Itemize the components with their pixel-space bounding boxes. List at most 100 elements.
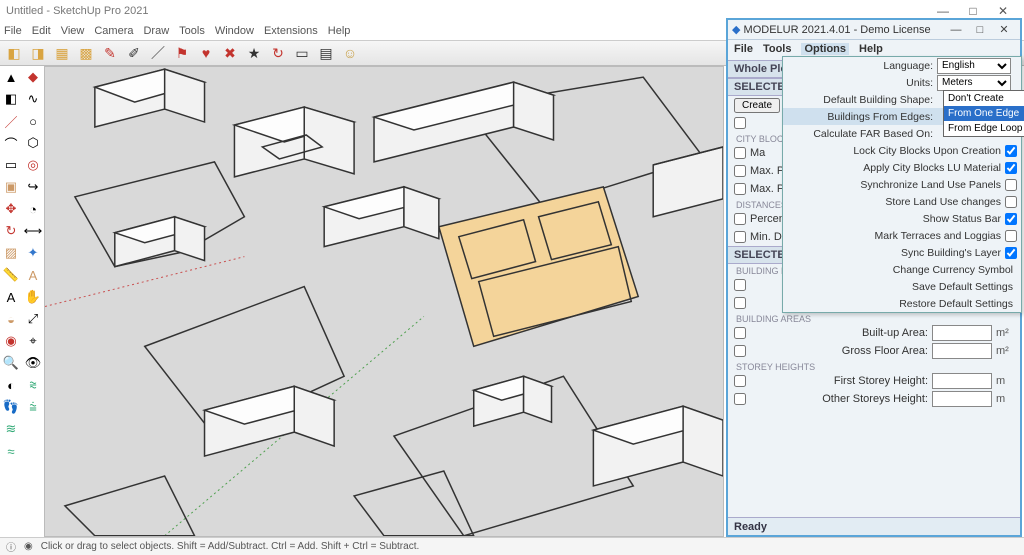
move-tool-icon[interactable]: ✥ <box>1 199 21 219</box>
bfe-opt-dont[interactable]: Don't Create <box>944 91 1024 106</box>
menu-draw[interactable]: Draw <box>143 25 169 37</box>
tool-book-icon[interactable]: ▭ <box>292 43 312 63</box>
builtup-check[interactable] <box>734 327 746 339</box>
tool-pencil-icon[interactable]: ✎ <box>100 43 120 63</box>
offset-tool-icon[interactable]: ◎ <box>23 155 43 175</box>
opt-storelu-check[interactable] <box>1005 196 1017 208</box>
menu-file[interactable]: File <box>4 25 22 37</box>
modelur-menu-tools[interactable]: Tools <box>763 43 792 55</box>
look-tool-icon[interactable]: 👁 <box>23 353 43 373</box>
3dtext-tool-icon[interactable]: A <box>23 265 43 285</box>
text-tool-icon[interactable]: A <box>1 287 21 307</box>
orbit-tool-icon[interactable]: ◉ <box>1 331 21 351</box>
modelur-menu-file[interactable]: File <box>734 43 753 55</box>
opt-synclayer-check[interactable] <box>1005 247 1017 259</box>
followme-tool-icon[interactable]: ↪ <box>23 177 43 197</box>
opt-units-select[interactable]: Meters <box>937 75 1011 91</box>
line-tool-icon[interactable]: ／ <box>1 111 21 131</box>
menu-window[interactable]: Window <box>215 25 254 37</box>
opt-terraces-check[interactable] <box>1005 230 1017 242</box>
zoomext-tool-icon[interactable]: ⤢ <box>23 309 43 329</box>
select-tool-icon[interactable]: ▲ <box>1 67 21 87</box>
min-d-check[interactable] <box>734 231 746 243</box>
other-storey-check[interactable] <box>734 393 746 405</box>
gfa-check[interactable] <box>734 345 746 357</box>
tool-flag-icon[interactable]: ⚑ <box>172 43 192 63</box>
tool-cube3-icon[interactable]: ▦ <box>52 43 72 63</box>
opt-save-action[interactable]: Save Default Settings <box>787 281 1017 293</box>
walk-tool-icon[interactable]: 👣 <box>1 397 21 417</box>
sandbox-tool-icon[interactable]: ≋ <box>1 419 21 439</box>
rect-tool-icon[interactable]: ▭ <box>1 155 21 175</box>
circle-tool-icon[interactable]: ○ <box>23 111 43 131</box>
maximize-button[interactable]: □ <box>958 4 988 18</box>
rotate-tool-icon[interactable]: ↻ <box>1 221 21 241</box>
position-tool-icon[interactable]: ⌖ <box>23 331 43 351</box>
create-button[interactable]: Create <box>734 98 780 113</box>
menu-camera[interactable]: Camera <box>94 25 133 37</box>
viewport-3d[interactable] <box>44 66 724 537</box>
other-storey-input[interactable] <box>932 391 992 407</box>
tool-brush-icon[interactable]: ✐ <box>124 43 144 63</box>
percen-check[interactable] <box>734 213 746 225</box>
tool-cube1-icon[interactable]: ◧ <box>4 43 24 63</box>
menu-tools[interactable]: Tools <box>179 25 205 37</box>
polygon-tool-icon[interactable]: ⬡ <box>23 133 43 153</box>
tool-cube4-icon[interactable]: ▩ <box>76 43 96 63</box>
opt-language-select[interactable]: English <box>937 58 1011 74</box>
axes-tool-icon[interactable]: ✦ <box>23 243 43 263</box>
menu-extensions[interactable]: Extensions <box>264 25 318 37</box>
opt-lock-check[interactable] <box>1005 145 1017 157</box>
modelur-menu-help[interactable]: Help <box>859 43 883 55</box>
tool-layers-icon[interactable]: ▤ <box>316 43 336 63</box>
gfa-input[interactable] <box>932 343 992 359</box>
tool-heart-icon[interactable]: ♥ <box>196 43 216 63</box>
bfe-opt-loop[interactable]: From Edge Loop <box>944 121 1024 136</box>
modelur-menu-options[interactable]: Options <box>801 43 849 55</box>
protractor-tool-icon[interactable]: ◔ <box>23 199 43 219</box>
opt-restore-action[interactable]: Restore Default Settings <box>787 298 1017 310</box>
modelur-min-button[interactable]: — <box>944 24 968 36</box>
max-p-check[interactable] <box>734 165 746 177</box>
tool-x-icon[interactable]: ✖ <box>220 43 240 63</box>
sandbox4-tool-icon[interactable]: ⩭ <box>23 397 43 417</box>
cb-unnamed-check[interactable] <box>734 117 746 129</box>
tool-user-icon[interactable]: ☺ <box>340 43 360 63</box>
pan-tool-icon[interactable]: ✋ <box>23 287 43 307</box>
tool-refresh-icon[interactable]: ↻ <box>268 43 288 63</box>
sandbox2-tool-icon[interactable]: ≈ <box>1 441 21 461</box>
sandbox3-tool-icon[interactable]: ⩬ <box>23 375 43 395</box>
max-pe-check[interactable] <box>734 183 746 195</box>
push-tool-icon[interactable]: ▣ <box>1 177 21 197</box>
opt-synclu-check[interactable] <box>1005 179 1017 191</box>
scale-tool-icon[interactable]: ▨ <box>1 243 21 263</box>
menu-edit[interactable]: Edit <box>32 25 51 37</box>
menu-view[interactable]: View <box>61 25 85 37</box>
freehand-tool-icon[interactable]: ∿ <box>23 89 43 109</box>
modelur-close-button[interactable]: ✕ <box>992 23 1016 36</box>
tool-cube2-icon[interactable]: ◨ <box>28 43 48 63</box>
bheight-check[interactable] <box>734 279 746 291</box>
arc-tool-icon[interactable]: ⌒ <box>1 133 21 153</box>
modelur-max-button[interactable]: □ <box>968 24 992 36</box>
first-storey-input[interactable] <box>932 373 992 389</box>
paint-tool-icon[interactable]: ◒ <box>1 309 21 329</box>
eraser-tool-icon[interactable]: ◧ <box>1 89 21 109</box>
tape-tool-icon[interactable]: 📏 <box>1 265 21 285</box>
menu-help[interactable]: Help <box>328 25 351 37</box>
first-storey-check[interactable] <box>734 375 746 387</box>
section-tool-icon[interactable]: ◐ <box>1 375 21 395</box>
component-tool-icon[interactable]: ◆ <box>23 67 43 87</box>
bfe-opt-one[interactable]: From One Edge <box>944 106 1024 121</box>
max-a-check[interactable] <box>734 147 746 159</box>
minimize-button[interactable]: — <box>928 4 958 18</box>
dimension-tool-icon[interactable]: ⟷ <box>23 221 43 241</box>
tool-star-icon[interactable]: ★ <box>244 43 264 63</box>
close-button[interactable]: ✕ <box>988 4 1018 18</box>
opt-status-check[interactable] <box>1005 213 1017 225</box>
zoom-tool-icon[interactable]: 🔍 <box>1 353 21 373</box>
opt-currency-action[interactable]: Change Currency Symbol <box>787 264 1017 276</box>
opt-applylu-check[interactable] <box>1005 162 1017 174</box>
tool-line-icon[interactable]: ／ <box>148 43 168 63</box>
nstoreys-check[interactable] <box>734 297 746 309</box>
